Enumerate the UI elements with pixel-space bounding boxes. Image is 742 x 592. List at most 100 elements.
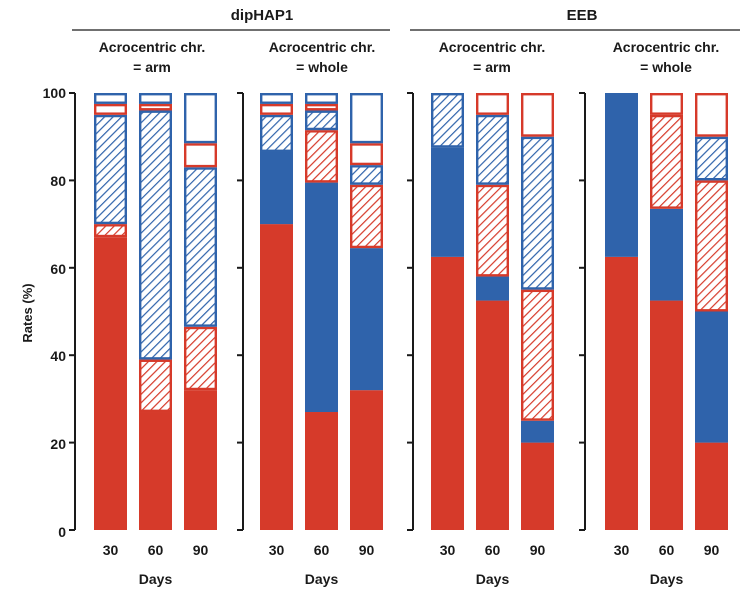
panel-title: Acrocentric chr.	[613, 39, 720, 55]
bar-segment	[521, 136, 555, 290]
bar-segment	[138, 103, 172, 111]
bar	[431, 92, 465, 530]
bar-segment	[305, 182, 338, 413]
bar	[183, 92, 217, 530]
chart-panel: Acrocentric chr. = whole 30 60 90 Days	[579, 39, 729, 587]
bar-segment	[521, 92, 555, 137]
x-tick-label: 90	[193, 542, 209, 558]
x-tick-label: 60	[485, 542, 501, 558]
bar-segment	[305, 110, 339, 131]
chart-panel: Acrocentric chr. = whole 30 60 90 Days	[237, 39, 384, 587]
panel-title: = whole	[640, 59, 692, 75]
bar-segment	[350, 248, 383, 391]
group-title-diphap1: dipHAP1	[231, 7, 294, 24]
bar	[695, 92, 729, 530]
x-tick-label: 90	[530, 542, 546, 558]
bar	[605, 93, 638, 530]
bar-segment	[138, 359, 172, 413]
x-axis-label: Days	[305, 571, 339, 587]
x-tick-label: 30	[103, 542, 119, 558]
bar-segment	[305, 92, 339, 104]
bar-segment	[93, 92, 127, 104]
panel-title: Acrocentric chr.	[439, 39, 546, 55]
bar-segment	[695, 136, 729, 181]
bar	[476, 92, 510, 530]
bar	[650, 92, 684, 530]
bar-segment	[695, 180, 729, 312]
y-tick-labels: 0 20 40 60 80 100	[43, 85, 67, 540]
bar-segment	[605, 256, 638, 530]
y-axis-label: Rates (%)	[20, 283, 35, 342]
bar-segment	[431, 147, 464, 257]
bar-segment	[305, 103, 339, 111]
bar-segment	[521, 442, 554, 530]
bar-segment	[260, 103, 294, 115]
bar-segment	[350, 390, 383, 530]
bar-segment	[605, 93, 638, 257]
bar-segment	[695, 92, 729, 137]
chart-panel: Acrocentric chr. = arm 30 60 90 Days	[407, 39, 555, 587]
bar-segment	[305, 130, 339, 183]
bar	[350, 92, 384, 530]
y-tick-label: 100	[43, 85, 67, 101]
bar-segment	[183, 167, 217, 327]
bar-segment	[93, 103, 127, 115]
bar-segment	[476, 184, 510, 277]
bar-segment	[476, 276, 509, 301]
bar	[521, 92, 555, 530]
bar-segment	[650, 300, 683, 530]
bar-segment	[650, 92, 684, 115]
bar-segment	[476, 300, 509, 530]
panel-title: = arm	[133, 59, 171, 75]
bar-segment	[695, 311, 728, 443]
bar	[260, 92, 294, 530]
bar-segment	[93, 114, 127, 225]
bar-segment	[139, 412, 172, 530]
bar-segment	[183, 143, 217, 168]
bar-segment	[260, 114, 294, 152]
x-tick-label: 30	[440, 542, 456, 558]
bar	[138, 92, 172, 530]
bar-segment	[350, 92, 384, 144]
panel-title: Acrocentric chr.	[99, 39, 206, 55]
bar	[93, 92, 127, 530]
x-tick-label: 90	[704, 542, 720, 558]
bar-segment	[260, 92, 294, 104]
x-axis-label: Days	[476, 571, 510, 587]
y-tick-label: 20	[50, 436, 66, 452]
group-title-eeb: EEB	[567, 7, 598, 24]
y-tick-label: 80	[50, 173, 66, 189]
bar-segment	[431, 92, 465, 148]
panel-title: Acrocentric chr.	[269, 39, 376, 55]
bar-segment	[183, 92, 217, 144]
x-tick-label: 30	[614, 542, 630, 558]
bar-segment	[350, 184, 384, 249]
bar-segment	[138, 92, 172, 104]
chart-panel: Acrocentric chr. = arm 30 60 90 Days	[69, 39, 217, 587]
x-axis-label: Days	[139, 571, 173, 587]
x-tick-label: 60	[659, 542, 675, 558]
bar-segment	[476, 92, 510, 115]
bar-segment	[695, 442, 728, 530]
bar-segment	[93, 224, 127, 238]
bar-segment	[138, 110, 172, 360]
bar-segment	[431, 256, 464, 530]
x-tick-label: 30	[269, 542, 285, 558]
y-tick-label: 40	[50, 348, 66, 364]
bar-segment	[94, 237, 127, 530]
x-tick-label: 60	[148, 542, 164, 558]
bar-segment	[305, 412, 338, 530]
bar-segment	[521, 420, 554, 443]
bar-segment	[350, 165, 384, 185]
bar-segment	[260, 151, 293, 225]
bar-segment	[350, 143, 384, 166]
bar-segment	[650, 114, 684, 209]
bar-segment	[260, 224, 293, 530]
x-tick-label: 60	[314, 542, 330, 558]
x-axis-label: Days	[650, 571, 684, 587]
bar-segment	[183, 326, 217, 391]
panel-title: = whole	[296, 59, 348, 75]
bar-segment	[184, 390, 217, 530]
